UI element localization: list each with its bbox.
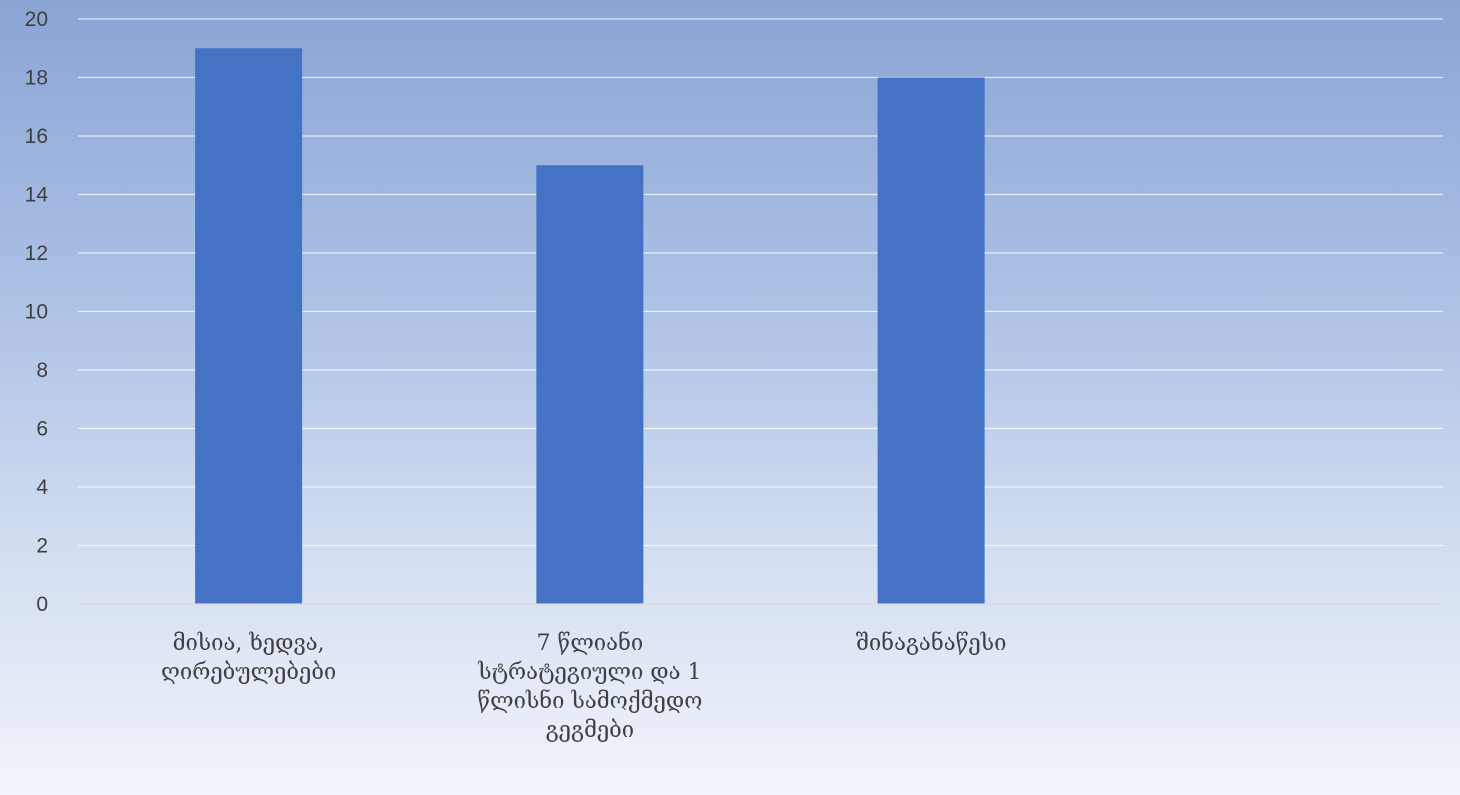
y-tick-label: 2 [36, 535, 48, 558]
bars [195, 48, 985, 604]
category-label: შინაგანაწესი [856, 630, 1007, 656]
y-tick-label: 8 [36, 359, 48, 382]
bar [536, 165, 644, 604]
y-tick-label: 0 [36, 593, 48, 616]
category-labels: მისია, ხედვა, ღირებულებები 7 წლიანი სტრატეგ… [161, 630, 1006, 743]
category-label: მისია, ხედვა, [173, 631, 325, 656]
bar [195, 48, 303, 604]
bar [877, 77, 985, 604]
y-tick-label: 14 [25, 184, 49, 207]
category-label: წლისნი სამოქმედო [477, 688, 702, 714]
y-tick-label: 12 [25, 242, 48, 265]
y-tick-label: 4 [36, 476, 48, 499]
category-label: ღირებულებები [161, 660, 336, 685]
category-label: გეგმები [546, 718, 634, 743]
gridlines [78, 18, 1443, 547]
y-tick-labels: 0 2 4 6 8 10 12 14 16 18 20 [25, 8, 49, 616]
y-tick-label: 10 [25, 301, 48, 324]
category-label: სტრატეგიული და 1 [477, 660, 701, 685]
y-tick-label: 6 [36, 418, 48, 441]
category-label: 7 წლიანი [537, 630, 644, 656]
y-tick-label: 18 [25, 67, 48, 90]
y-tick-label: 16 [25, 125, 48, 148]
y-tick-label: 20 [25, 8, 48, 31]
